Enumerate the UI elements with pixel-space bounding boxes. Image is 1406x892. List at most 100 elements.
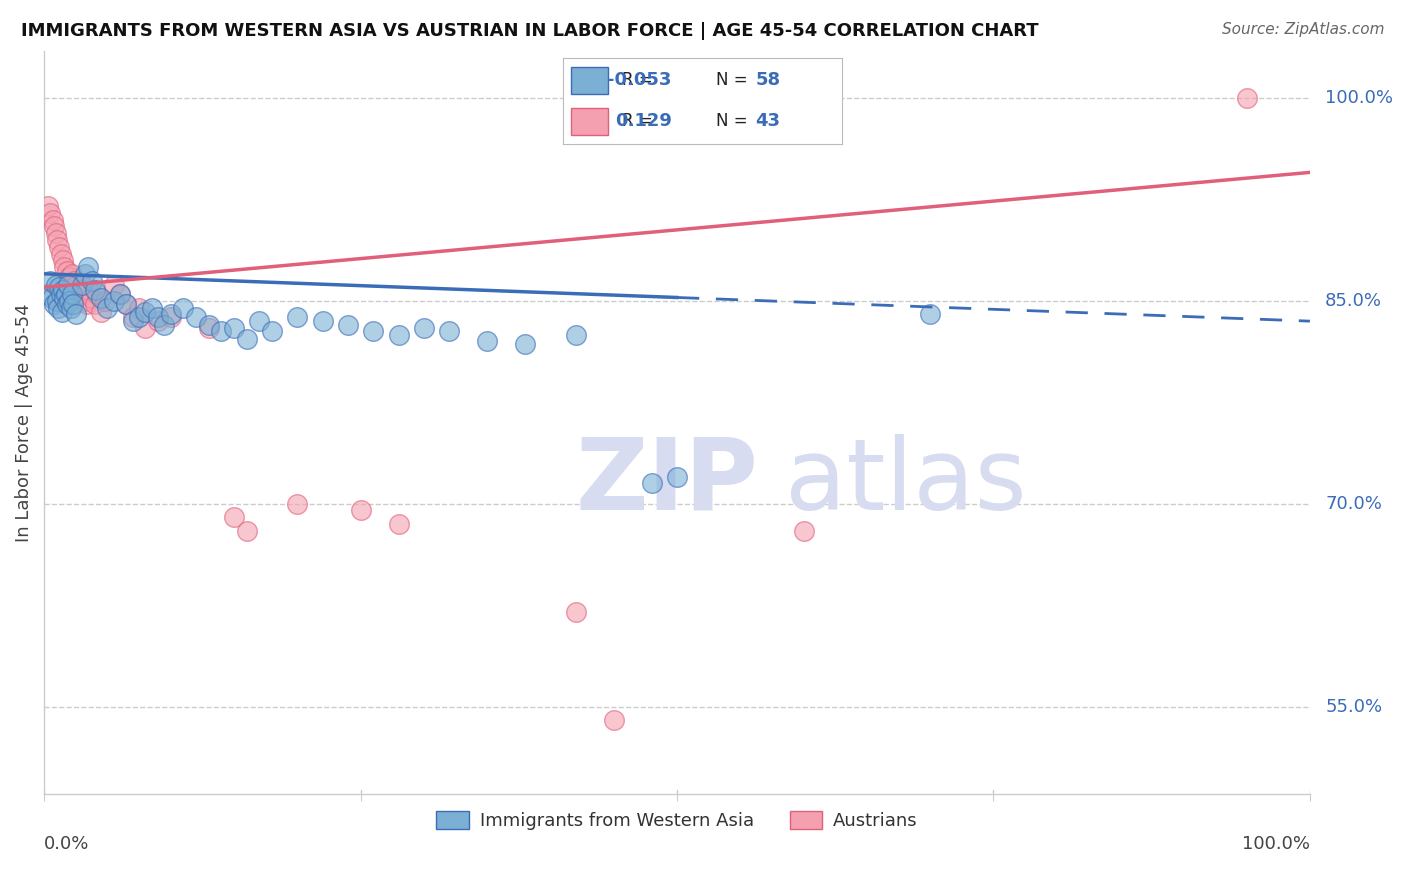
Point bbox=[412, 321, 434, 335]
Point bbox=[513, 337, 536, 351]
Point bbox=[83, 296, 105, 310]
Point bbox=[49, 287, 72, 301]
Text: 100.0%: 100.0% bbox=[1324, 89, 1393, 107]
Point bbox=[387, 327, 409, 342]
Point bbox=[41, 291, 63, 305]
Point bbox=[103, 277, 125, 292]
Text: Source: ZipAtlas.com: Source: ZipAtlas.com bbox=[1222, 22, 1385, 37]
Point bbox=[44, 277, 66, 292]
Point bbox=[146, 314, 169, 328]
Point bbox=[56, 264, 79, 278]
Point bbox=[90, 291, 112, 305]
Point bbox=[641, 476, 664, 491]
Point bbox=[90, 304, 112, 318]
Point bbox=[603, 713, 626, 727]
Text: 55.0%: 55.0% bbox=[1324, 698, 1382, 715]
Point bbox=[76, 296, 98, 310]
Point bbox=[45, 233, 67, 247]
Text: atlas: atlas bbox=[785, 434, 1026, 531]
Point bbox=[387, 516, 409, 531]
Point bbox=[53, 260, 76, 274]
Point bbox=[793, 524, 815, 538]
Point bbox=[60, 287, 83, 301]
Point bbox=[1236, 91, 1258, 105]
Point bbox=[70, 287, 93, 301]
Text: 0.0%: 0.0% bbox=[44, 836, 90, 854]
Text: ZIP: ZIP bbox=[575, 434, 759, 531]
Point bbox=[134, 304, 156, 318]
Point bbox=[197, 318, 219, 333]
Point bbox=[235, 524, 257, 538]
Point bbox=[128, 301, 150, 315]
Point bbox=[39, 274, 62, 288]
Point bbox=[48, 240, 70, 254]
Point bbox=[65, 277, 87, 292]
Point bbox=[222, 321, 245, 335]
Point bbox=[96, 301, 118, 315]
Point bbox=[115, 296, 138, 310]
Point bbox=[37, 199, 59, 213]
Point bbox=[56, 296, 79, 310]
Point bbox=[108, 287, 131, 301]
Point bbox=[115, 296, 138, 310]
Point bbox=[83, 283, 105, 297]
Point bbox=[48, 280, 70, 294]
Point bbox=[52, 283, 75, 297]
Point bbox=[46, 301, 69, 315]
Point bbox=[58, 269, 80, 284]
Point bbox=[44, 296, 66, 310]
Point bbox=[475, 334, 498, 349]
Point bbox=[141, 301, 163, 315]
Point bbox=[564, 605, 586, 619]
Point bbox=[45, 293, 67, 308]
Point bbox=[62, 296, 84, 310]
Point bbox=[128, 310, 150, 324]
Point bbox=[172, 301, 194, 315]
Point bbox=[37, 287, 59, 301]
Point bbox=[82, 274, 104, 288]
Point bbox=[73, 267, 96, 281]
Point bbox=[134, 321, 156, 335]
Point bbox=[108, 287, 131, 301]
Point bbox=[666, 469, 689, 483]
Text: 70.0%: 70.0% bbox=[1324, 495, 1382, 513]
Point bbox=[153, 318, 176, 333]
Text: IMMIGRANTS FROM WESTERN ASIA VS AUSTRIAN IN LABOR FORCE | AGE 45-54 CORRELATION : IMMIGRANTS FROM WESTERN ASIA VS AUSTRIAN… bbox=[21, 22, 1039, 40]
Point bbox=[920, 307, 942, 321]
Point bbox=[65, 307, 87, 321]
Point bbox=[260, 324, 283, 338]
Point bbox=[94, 293, 117, 308]
Point bbox=[285, 310, 308, 324]
Point bbox=[159, 307, 181, 321]
Point bbox=[63, 274, 86, 288]
Point bbox=[73, 293, 96, 308]
Point bbox=[349, 503, 371, 517]
Point bbox=[39, 206, 62, 220]
Point bbox=[55, 287, 77, 301]
Point bbox=[56, 277, 79, 292]
Point bbox=[69, 283, 91, 297]
Point bbox=[121, 314, 143, 328]
Point bbox=[53, 291, 76, 305]
Point bbox=[159, 310, 181, 324]
Point bbox=[44, 219, 66, 234]
Point bbox=[197, 321, 219, 335]
Point bbox=[77, 260, 100, 274]
Point bbox=[59, 301, 82, 315]
Point bbox=[60, 267, 83, 281]
Point bbox=[86, 287, 108, 301]
Point bbox=[247, 314, 270, 328]
Point bbox=[121, 310, 143, 324]
Point bbox=[222, 510, 245, 524]
Point bbox=[49, 246, 72, 260]
Text: 85.0%: 85.0% bbox=[1324, 292, 1382, 310]
Point bbox=[70, 277, 93, 292]
Point bbox=[285, 497, 308, 511]
Point bbox=[336, 318, 359, 333]
Point bbox=[235, 332, 257, 346]
Point bbox=[77, 283, 100, 297]
Point bbox=[42, 212, 65, 227]
Point bbox=[184, 310, 207, 324]
Point bbox=[564, 327, 586, 342]
Point bbox=[103, 293, 125, 308]
